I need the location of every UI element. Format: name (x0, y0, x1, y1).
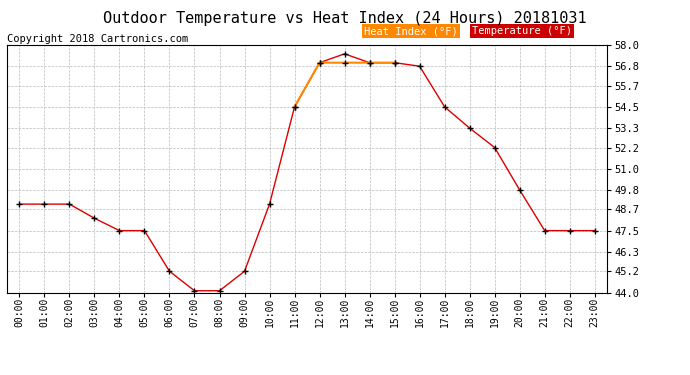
Text: Copyright 2018 Cartronics.com: Copyright 2018 Cartronics.com (7, 34, 188, 44)
Text: Temperature (°F): Temperature (°F) (472, 26, 572, 36)
Text: Heat Index (°F): Heat Index (°F) (364, 26, 458, 36)
Text: Outdoor Temperature vs Heat Index (24 Hours) 20181031: Outdoor Temperature vs Heat Index (24 Ho… (104, 11, 586, 26)
